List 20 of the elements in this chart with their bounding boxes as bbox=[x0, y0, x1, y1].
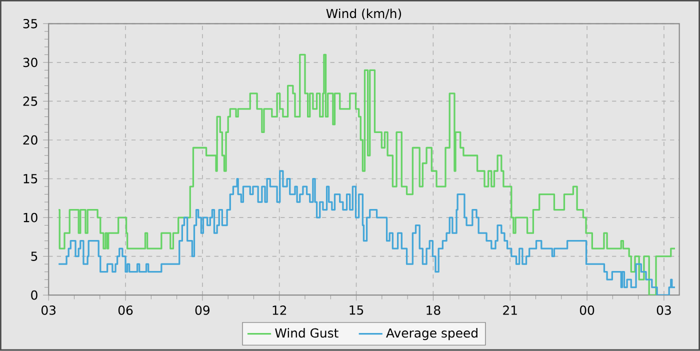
y-tick-label: 30 bbox=[23, 58, 38, 68]
y-tick-label: 25 bbox=[23, 96, 38, 106]
y-tick-label: 5 bbox=[31, 252, 38, 262]
y-tick-label: 15 bbox=[24, 174, 38, 184]
y-tick-label: 10 bbox=[24, 213, 38, 222]
x-tick-label: 18 bbox=[426, 306, 440, 316]
legend-label: Average speed bbox=[386, 328, 478, 340]
x-tick-label: 03 bbox=[42, 306, 56, 316]
x-tick-label: 21 bbox=[503, 306, 517, 315]
x-tick-label: 00 bbox=[580, 306, 594, 316]
legend-label: Wind Gust bbox=[275, 328, 338, 338]
x-tick-label: 03 bbox=[656, 306, 671, 316]
chart-title: Wind (km/h) bbox=[326, 8, 402, 20]
x-tick-label: 09 bbox=[195, 306, 210, 316]
x-tick-label: 15 bbox=[350, 306, 364, 315]
y-tick-label: 20 bbox=[23, 135, 38, 145]
x-tick-label: 06 bbox=[118, 306, 133, 316]
x-tick-label: 12 bbox=[272, 306, 286, 315]
y-tick-label: 0 bbox=[31, 290, 38, 300]
y-tick-label: 35 bbox=[23, 19, 38, 29]
